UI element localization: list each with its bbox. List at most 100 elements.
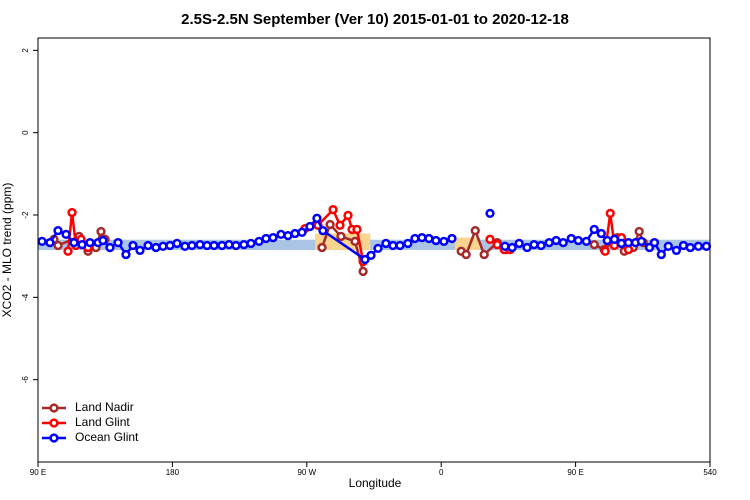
series-point xyxy=(158,241,168,251)
x-tick-label: 90 E xyxy=(30,468,46,477)
legend-label: Ocean Glint xyxy=(75,430,139,444)
series-point xyxy=(589,224,599,235)
series-point xyxy=(616,238,627,249)
series-point xyxy=(685,242,695,253)
series-point xyxy=(514,238,524,249)
x-tick-label: 540 xyxy=(703,468,717,477)
series-point xyxy=(317,242,327,253)
series-point xyxy=(96,226,106,237)
series-point xyxy=(335,220,345,230)
series-point xyxy=(366,250,376,261)
series-point xyxy=(431,235,441,246)
series-point xyxy=(373,243,383,254)
series-point xyxy=(600,246,610,256)
chart-title: 2.5S-2.5N September (Ver 10) 2015-01-01 … xyxy=(181,11,569,28)
series-point xyxy=(492,239,502,250)
series-point xyxy=(290,228,300,239)
series-point xyxy=(318,226,328,236)
series-point xyxy=(656,249,666,260)
series-point xyxy=(261,233,271,244)
series-point xyxy=(63,246,73,256)
series-point xyxy=(417,233,427,243)
series-point xyxy=(671,245,682,256)
series-point xyxy=(328,205,338,215)
series-point xyxy=(77,239,87,250)
y-tick-label: -4 xyxy=(21,293,30,301)
series-point xyxy=(37,236,47,247)
series-point xyxy=(61,229,71,240)
series-point xyxy=(69,237,79,248)
legend-marker xyxy=(49,418,59,428)
series-point xyxy=(522,242,532,253)
plot xyxy=(37,205,712,277)
series-point xyxy=(358,266,368,277)
series-point xyxy=(143,240,153,251)
series-point xyxy=(439,236,449,247)
y-axis-label: XCO2 - MLO trend (ppm) xyxy=(0,183,14,318)
y-tick-label: -6 xyxy=(21,376,30,384)
series-point xyxy=(352,224,362,235)
band xyxy=(38,239,710,250)
series-point xyxy=(336,231,346,242)
series-point xyxy=(239,239,249,250)
series-point xyxy=(573,235,583,246)
series-point xyxy=(254,236,264,247)
series-point xyxy=(209,240,219,251)
series-point xyxy=(268,233,278,243)
series-point xyxy=(605,208,615,219)
series-point xyxy=(663,241,673,251)
series-point xyxy=(67,207,77,218)
series-point xyxy=(403,238,413,249)
series-point xyxy=(180,241,190,251)
series-point xyxy=(536,240,546,251)
series-point xyxy=(701,241,712,251)
series-point xyxy=(135,245,145,256)
series-point xyxy=(470,226,480,236)
plot-frame xyxy=(37,37,711,463)
series-point xyxy=(395,240,405,251)
series-point xyxy=(410,233,420,244)
series-point xyxy=(121,249,131,260)
series-point xyxy=(350,236,360,247)
series-point xyxy=(507,242,517,253)
x-tick-label: 90 E xyxy=(567,468,583,477)
series-point xyxy=(195,239,205,250)
series-point xyxy=(529,239,539,250)
series-point xyxy=(485,208,495,219)
series-point xyxy=(343,210,353,221)
y-tick-label: -2 xyxy=(21,211,30,219)
series-point xyxy=(172,238,182,249)
series-point xyxy=(693,241,704,251)
series-point xyxy=(53,226,63,236)
series-point xyxy=(602,235,612,246)
legend-marker xyxy=(49,433,59,443)
x-axis-label: Longitude xyxy=(349,476,402,490)
series-point xyxy=(581,236,592,247)
series-point xyxy=(305,221,315,232)
series-point xyxy=(98,235,108,246)
series-point xyxy=(276,229,286,240)
legend-label: Land Nadir xyxy=(75,400,134,414)
series-point xyxy=(479,249,489,260)
series-point xyxy=(45,237,55,248)
series-point xyxy=(558,237,568,248)
series-point xyxy=(461,249,471,260)
series-point xyxy=(85,237,95,248)
series-point xyxy=(231,240,241,251)
series-point xyxy=(596,228,606,239)
series-point xyxy=(297,227,307,237)
series-point xyxy=(217,240,227,251)
series-point xyxy=(609,234,620,244)
x-tick-label: 90 W xyxy=(297,468,316,477)
series-point xyxy=(360,254,370,265)
series-point xyxy=(246,238,256,249)
series-point xyxy=(105,242,115,253)
series-point xyxy=(649,237,660,248)
series-point xyxy=(485,234,495,244)
y-tick-label: 0 xyxy=(21,130,30,135)
series-point xyxy=(128,240,138,251)
series-point xyxy=(500,241,510,251)
legend-label: Land Glint xyxy=(75,415,130,429)
series-point xyxy=(113,237,123,248)
series-point xyxy=(636,236,647,247)
